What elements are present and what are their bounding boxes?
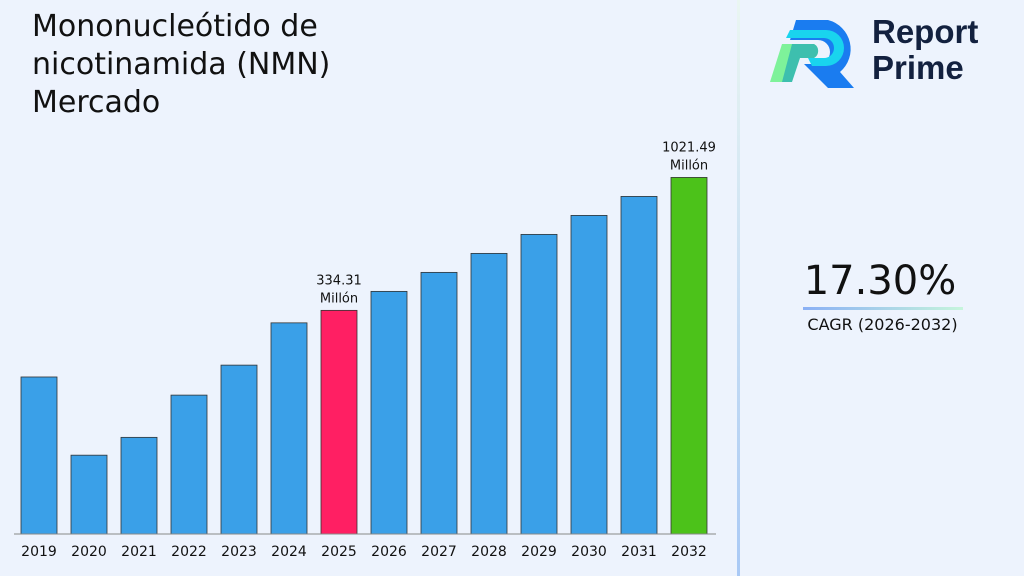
data-label-value: 334.31 [316,273,362,288]
bar-2022 [170,394,208,535]
x-tick-label: 2027 [421,544,457,560]
bar-2029 [520,233,558,535]
bar-chart: 2019 2020 2021 2022 2023 2024 2025 334.31 Millón… [14,140,716,560]
bar-2021 [120,436,158,535]
cagr-label: CAGR (2026-2032) [807,315,958,334]
x-tick-label: 2023 [221,544,257,560]
cagr-underline [803,307,963,310]
x-tick-label: 2025 [321,544,357,560]
x-tick-label: 2026 [371,544,407,560]
bar-2020 [70,454,108,535]
x-tick-label: 2028 [471,544,507,560]
chart-title: Mononucleótido de nicotinamida (NMN) Mer… [32,9,331,120]
bar-2019 [20,376,58,535]
bar-2028 [470,252,508,535]
x-tick-label: 2021 [121,544,157,560]
x-tick-label: 2019 [21,544,57,560]
divider [737,0,740,576]
bar-2024 [270,322,308,535]
data-label-unit: Millón [320,291,358,306]
data-label-value: 1021.49 [662,140,716,155]
brand-name: Report Prime [872,14,978,86]
x-tick-label: 2022 [171,544,207,560]
x-tick-label: 2031 [621,544,657,560]
bar-2027 [420,271,458,535]
bar-2025 [320,309,358,535]
bar-2023 [220,364,258,535]
bar-2032 [670,177,708,535]
brand-line-2: Prime [872,49,964,86]
x-tick-label: 2030 [571,544,607,560]
brand-line-1: Report [872,13,979,50]
x-tick-label: 2024 [271,544,307,560]
bar-2026 [370,290,408,535]
x-tick-label: 2029 [521,544,557,560]
cagr-value: 17.30% [803,258,957,304]
x-tick-label: 2032 [671,544,707,560]
bar-2030 [570,215,608,535]
bar-2031 [620,196,658,535]
x-tick-label: 2020 [71,544,107,560]
data-label-unit: Millón [670,158,708,173]
report-prime-logo-icon [770,20,854,88]
